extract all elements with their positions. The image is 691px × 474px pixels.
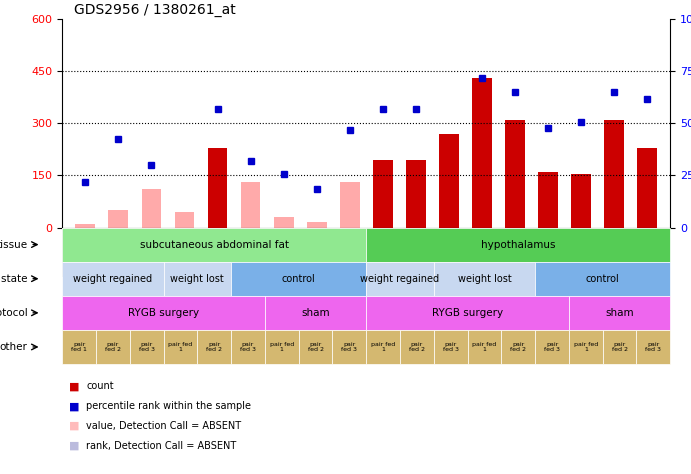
Text: pair fed
1: pair fed 1	[169, 342, 193, 352]
Bar	[75, 224, 95, 228]
Text: sham: sham	[301, 308, 330, 318]
Text: weight regained: weight regained	[73, 273, 153, 284]
Text: pair
fed 3: pair fed 3	[443, 342, 459, 352]
Text: ■: ■	[69, 441, 79, 451]
Bar	[505, 120, 525, 228]
Bar	[240, 182, 261, 228]
Text: other: other	[0, 342, 28, 352]
Text: value, Detection Call = ABSENT: value, Detection Call = ABSENT	[86, 421, 241, 431]
Text: hypothalamus: hypothalamus	[481, 239, 556, 250]
Bar	[373, 160, 392, 228]
Bar	[472, 78, 492, 228]
Text: pair
fed 2: pair fed 2	[510, 342, 527, 352]
Text: tissue: tissue	[0, 239, 28, 250]
Bar	[307, 222, 327, 228]
Text: pair
fed 3: pair fed 3	[544, 342, 560, 352]
Bar	[406, 160, 426, 228]
Bar	[108, 210, 129, 228]
Text: pair
fed 2: pair fed 2	[307, 342, 323, 352]
Text: subcutaneous abdominal fat: subcutaneous abdominal fat	[140, 239, 289, 250]
Text: pair fed
1: pair fed 1	[269, 342, 294, 352]
Text: protocol: protocol	[0, 308, 28, 318]
Text: disease state: disease state	[0, 273, 28, 284]
Text: weight lost: weight lost	[171, 273, 224, 284]
Bar	[538, 172, 558, 228]
Text: GDS2956 / 1380261_at: GDS2956 / 1380261_at	[75, 2, 236, 17]
Text: rank, Detection Call = ABSENT: rank, Detection Call = ABSENT	[86, 441, 236, 451]
Text: pair
fed 2: pair fed 2	[409, 342, 425, 352]
Text: sham: sham	[605, 308, 634, 318]
Text: ■: ■	[69, 421, 79, 431]
Text: percentile rank within the sample: percentile rank within the sample	[86, 401, 252, 411]
Text: pair
fed 3: pair fed 3	[341, 342, 357, 352]
Text: control: control	[282, 273, 316, 284]
Text: weight regained: weight regained	[361, 273, 439, 284]
Bar	[207, 147, 227, 228]
Text: control: control	[586, 273, 620, 284]
Text: ■: ■	[69, 401, 79, 411]
Bar	[274, 217, 294, 228]
Text: pair
fed 3: pair fed 3	[139, 342, 155, 352]
Text: count: count	[86, 381, 114, 392]
Bar	[175, 212, 194, 228]
Text: pair fed
1: pair fed 1	[371, 342, 395, 352]
Text: pair
fed 3: pair fed 3	[645, 342, 661, 352]
Text: RYGB surgery: RYGB surgery	[432, 308, 503, 318]
Bar	[571, 173, 591, 228]
Bar	[439, 134, 459, 228]
Text: pair
fed 2: pair fed 2	[206, 342, 223, 352]
Bar	[637, 147, 657, 228]
Text: pair fed
1: pair fed 1	[473, 342, 497, 352]
Text: ■: ■	[69, 381, 79, 392]
Text: weight lost: weight lost	[457, 273, 511, 284]
Text: pair
fed 2: pair fed 2	[612, 342, 627, 352]
Bar	[604, 120, 624, 228]
Bar	[142, 189, 161, 228]
Text: pair
fed 1: pair fed 1	[71, 342, 87, 352]
Text: pair
fed 2: pair fed 2	[105, 342, 121, 352]
Bar	[340, 182, 359, 228]
Text: pair fed
1: pair fed 1	[574, 342, 598, 352]
Text: RYGB surgery: RYGB surgery	[128, 308, 199, 318]
Text: pair
fed 3: pair fed 3	[240, 342, 256, 352]
